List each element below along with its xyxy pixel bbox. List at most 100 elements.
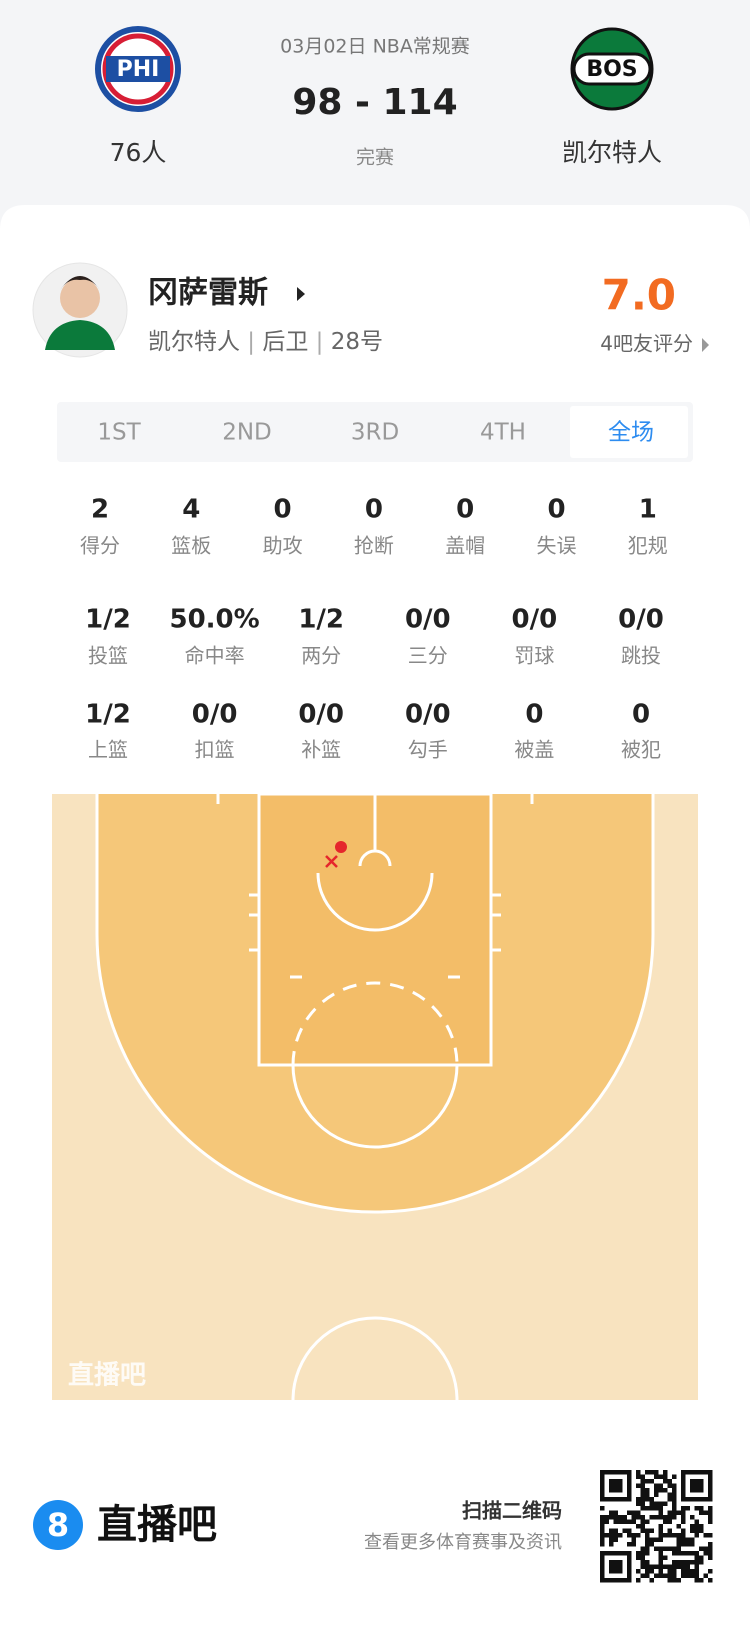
qr-module: [640, 1497, 645, 1502]
qr-module: [667, 1569, 672, 1574]
stat-value: 2: [91, 495, 109, 525]
qr-module: [676, 1533, 681, 1538]
qr-module: [681, 1537, 686, 1542]
qr-module: [654, 1564, 659, 1569]
qr-module: [600, 1533, 605, 1538]
qr-module: [699, 1546, 704, 1551]
qr-module: [654, 1483, 659, 1488]
stat-value: 0/0: [298, 700, 344, 730]
active-tab: [570, 406, 688, 458]
qr-module: [708, 1510, 713, 1515]
qr-module: [685, 1564, 690, 1569]
qr-module: [640, 1546, 645, 1551]
qr-module: [694, 1506, 699, 1511]
bos-logo-band: [572, 52, 652, 86]
qr-module: [600, 1524, 605, 1529]
home-name[interactable]: 76人: [110, 138, 167, 167]
qr-module: [672, 1506, 677, 1511]
qr-module: [667, 1564, 672, 1569]
qr-module: [649, 1578, 654, 1583]
qr-module: [613, 1537, 618, 1542]
qr-module: [631, 1510, 636, 1515]
qr-module: [649, 1537, 654, 1542]
qr-module: [636, 1497, 641, 1502]
qr-module: [658, 1483, 663, 1488]
qr-module: [649, 1501, 654, 1506]
qr-module: [672, 1474, 677, 1479]
tab[interactable]: 1ST: [97, 420, 141, 446]
qr-module: [640, 1483, 645, 1488]
qr-module: [645, 1506, 650, 1511]
qr-module: [658, 1551, 663, 1556]
stat-label: 犯规: [628, 534, 668, 558]
qr-module: [699, 1506, 704, 1511]
qr-module: [694, 1519, 699, 1524]
qr-module: [663, 1470, 668, 1475]
number: 28号: [331, 329, 383, 355]
qr-module: [631, 1533, 636, 1538]
qr-module: [690, 1573, 695, 1578]
restricted-area: [316, 872, 434, 932]
qr-module: [681, 1542, 686, 1547]
qr-module: [694, 1524, 699, 1529]
tab[interactable]: 3RD: [351, 420, 399, 446]
qr-module: [636, 1555, 641, 1560]
player-name[interactable]: 冈萨雷斯: [148, 276, 268, 311]
qr-module: [654, 1474, 659, 1479]
arrow: [702, 338, 709, 352]
qr-module: [645, 1470, 650, 1475]
rating-label[interactable]: 4吧友评分: [600, 332, 693, 356]
qr-module: [694, 1551, 699, 1556]
qr-module: [703, 1573, 708, 1578]
qr-module: [631, 1537, 636, 1542]
qr-module: [600, 1515, 605, 1520]
qr-module: [676, 1510, 681, 1515]
qr-module: [654, 1537, 659, 1542]
qr-finder: [609, 1560, 623, 1574]
qr-module: [672, 1492, 677, 1497]
stat-value: 1/2: [298, 605, 344, 635]
qr-module: [708, 1578, 713, 1583]
qr-module: [676, 1537, 681, 1542]
tab[interactable]: 2ND: [222, 420, 272, 446]
shot-made[interactable]: [335, 841, 347, 853]
qr-module: [667, 1497, 672, 1502]
qr-module: [654, 1492, 659, 1497]
watermark: 直播吧: [68, 1361, 146, 1391]
stat-label: 扣篮: [195, 738, 235, 762]
qr-module: [663, 1479, 668, 1484]
qr-module: [640, 1551, 645, 1556]
avatar-hair: [60, 276, 100, 290]
qr-module: [640, 1479, 645, 1484]
brand-name: 直播吧: [97, 1502, 217, 1548]
qr-module: [703, 1551, 708, 1556]
qr-module: [681, 1560, 686, 1565]
qr-module: [636, 1510, 641, 1515]
qr-module: [663, 1488, 668, 1493]
qr-module: [699, 1578, 704, 1583]
stat-value: 50.0%: [169, 605, 259, 635]
away-name[interactable]: 凯尔特人: [562, 138, 662, 167]
stat-value: 1/2: [85, 700, 131, 730]
qr-module: [613, 1533, 618, 1538]
tab[interactable]: 全场: [608, 420, 654, 446]
shot-missed[interactable]: [325, 855, 338, 868]
qr-module: [600, 1537, 605, 1542]
free-throw-circle-dashed: [291, 981, 459, 1066]
qr-module: [672, 1569, 677, 1574]
qr-module: [694, 1560, 699, 1565]
qr-module: [658, 1488, 663, 1493]
qr-module: [690, 1542, 695, 1547]
qr-module: [604, 1533, 609, 1538]
qr-module: [681, 1528, 686, 1533]
qr-module: [708, 1533, 713, 1538]
game-status: 完赛: [356, 147, 394, 169]
qr-module: [708, 1506, 713, 1511]
stat-label: 跳投: [621, 644, 661, 668]
qr-module: [604, 1515, 609, 1520]
game-date: 03月02日 NBA常规赛: [280, 36, 470, 58]
qr-module: [609, 1510, 614, 1515]
tab[interactable]: 4TH: [480, 420, 526, 446]
qr-module: [604, 1519, 609, 1524]
qr-module: [699, 1510, 704, 1515]
